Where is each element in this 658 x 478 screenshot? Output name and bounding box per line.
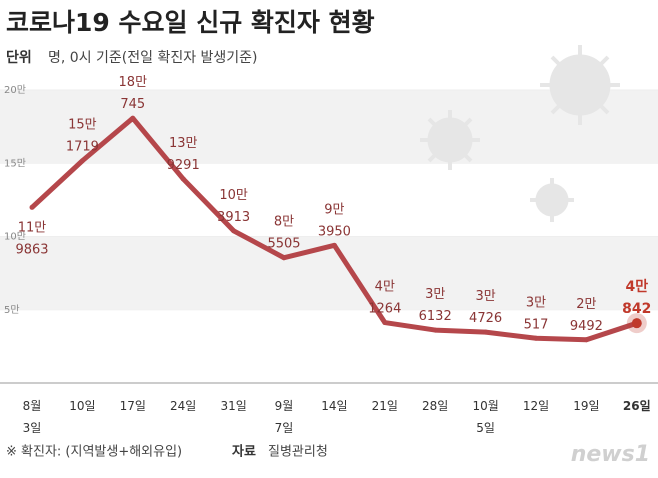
y-tick-label: 10만 (4, 231, 26, 243)
point (432, 327, 438, 333)
x-tick-label: 12일 (523, 399, 549, 413)
value-label: 18만 745 (119, 75, 148, 112)
source-label: 자료 (232, 445, 256, 460)
x-tick-label: 21일 (372, 399, 398, 413)
point (130, 115, 136, 121)
value-label: 3만 517 (524, 295, 549, 332)
x-tick-label: 24일 (170, 399, 196, 413)
x-tick-label: 9월 7일 (275, 399, 294, 435)
subtitle: 명, 0시 기준(전일 확진자 발생기준) (48, 50, 258, 66)
point (331, 242, 337, 248)
point (533, 335, 539, 341)
virus-decoration (420, 45, 620, 222)
point (583, 337, 589, 343)
x-tick-label: 19일 (573, 399, 599, 413)
value-label: 4만 1264 (368, 279, 401, 316)
x-tick-label: 10일 (69, 399, 95, 413)
x-tick-label: 10월 5일 (472, 399, 498, 435)
x-tick-label: 31일 (220, 399, 246, 413)
y-tick-label: 5만 (4, 304, 20, 316)
point (382, 320, 388, 326)
value-label: 4만 842 (622, 279, 651, 317)
logo: news1 (571, 442, 650, 467)
value-label: 11만 9863 (15, 220, 48, 257)
value-label: 3만 6132 (419, 287, 452, 324)
unit-label: 단위 (6, 49, 32, 66)
point (231, 228, 237, 234)
x-tick-label: 17일 (120, 399, 146, 413)
value-label: 3만 4726 (469, 289, 502, 326)
band (0, 90, 658, 164)
y-tick-label: 20만 (4, 84, 26, 96)
x-tick-label: 14일 (321, 399, 347, 413)
point (631, 318, 642, 329)
x-tick-label: 26일 (623, 399, 651, 413)
note: ※ 확진자: (지역발생+해외유입) (6, 445, 182, 460)
chart-title: 코로나19 수요일 신규 확진자 현황 (6, 8, 375, 37)
value-label: 2만 9492 (570, 296, 603, 333)
point (79, 158, 85, 164)
x-tick-label: 8월 3일 (23, 399, 42, 435)
point (281, 255, 287, 261)
point (29, 204, 35, 210)
value-label: 8만 5505 (267, 214, 300, 251)
source: 질병관리청 (268, 445, 328, 460)
value-label: 15만 1719 (66, 117, 99, 154)
x-tick-label: 28일 (422, 399, 448, 413)
value-label: 10만 3913 (217, 187, 250, 224)
value-label: 13만 9291 (167, 135, 200, 172)
value-label: 9만 3950 (318, 202, 351, 239)
point (483, 329, 489, 335)
y-tick-label: 15만 (4, 157, 26, 169)
point (180, 176, 186, 182)
